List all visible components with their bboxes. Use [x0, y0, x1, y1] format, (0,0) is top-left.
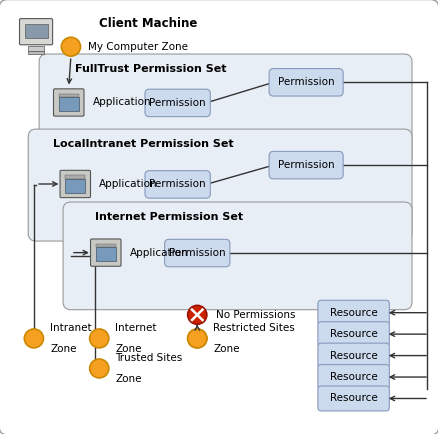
- FancyBboxPatch shape: [317, 386, 389, 411]
- Text: Internet Permission Set: Internet Permission Set: [95, 212, 243, 222]
- FancyBboxPatch shape: [164, 239, 230, 267]
- Text: Permission: Permission: [277, 77, 334, 87]
- Text: Resource: Resource: [329, 329, 377, 339]
- Text: Permission: Permission: [277, 160, 334, 170]
- Text: Trusted Sites: Trusted Sites: [115, 353, 182, 363]
- Text: Application: Application: [92, 98, 151, 108]
- Text: Application: Application: [130, 248, 188, 258]
- FancyBboxPatch shape: [95, 244, 116, 247]
- Text: FullTrust Permission Set: FullTrust Permission Set: [75, 64, 226, 74]
- FancyBboxPatch shape: [145, 89, 210, 117]
- Circle shape: [61, 37, 80, 56]
- Text: Zone: Zone: [50, 344, 76, 354]
- Text: Resource: Resource: [329, 394, 377, 404]
- FancyBboxPatch shape: [65, 179, 85, 193]
- Text: Intranet: Intranet: [50, 323, 92, 333]
- Text: Resource: Resource: [329, 351, 377, 361]
- Text: Client Machine: Client Machine: [99, 16, 197, 30]
- Text: Restricted Sites: Restricted Sites: [213, 323, 294, 333]
- FancyBboxPatch shape: [59, 94, 78, 97]
- FancyBboxPatch shape: [28, 46, 44, 51]
- FancyBboxPatch shape: [60, 171, 90, 197]
- Text: LocalIntranet Permission Set: LocalIntranet Permission Set: [53, 139, 233, 149]
- FancyBboxPatch shape: [65, 175, 85, 179]
- Circle shape: [187, 306, 206, 324]
- Text: No Permissions: No Permissions: [215, 310, 295, 320]
- Text: Permission: Permission: [169, 248, 225, 258]
- Text: Resource: Resource: [329, 372, 377, 382]
- Circle shape: [89, 329, 109, 348]
- Text: Permission: Permission: [149, 98, 205, 108]
- FancyBboxPatch shape: [25, 24, 47, 38]
- FancyBboxPatch shape: [28, 129, 411, 241]
- Text: Internet: Internet: [115, 323, 156, 333]
- FancyBboxPatch shape: [317, 365, 389, 389]
- Text: Zone: Zone: [213, 344, 239, 354]
- Text: Resource: Resource: [329, 308, 377, 318]
- Circle shape: [24, 329, 43, 348]
- FancyBboxPatch shape: [268, 69, 343, 96]
- FancyBboxPatch shape: [268, 151, 343, 179]
- FancyBboxPatch shape: [39, 54, 411, 166]
- Circle shape: [89, 359, 109, 378]
- FancyBboxPatch shape: [95, 247, 116, 261]
- FancyBboxPatch shape: [63, 202, 411, 310]
- Text: Zone: Zone: [115, 344, 141, 354]
- FancyBboxPatch shape: [317, 343, 389, 368]
- Circle shape: [187, 329, 206, 348]
- Text: Zone: Zone: [115, 374, 141, 384]
- FancyBboxPatch shape: [90, 239, 121, 266]
- Text: Permission: Permission: [149, 179, 205, 189]
- FancyBboxPatch shape: [53, 89, 84, 116]
- FancyBboxPatch shape: [19, 19, 53, 45]
- FancyBboxPatch shape: [317, 322, 389, 347]
- FancyBboxPatch shape: [59, 97, 78, 111]
- FancyBboxPatch shape: [145, 171, 210, 198]
- FancyBboxPatch shape: [28, 51, 44, 54]
- Text: My Computer Zone: My Computer Zone: [88, 42, 188, 52]
- Text: Application: Application: [99, 179, 158, 189]
- FancyBboxPatch shape: [317, 300, 389, 325]
- Circle shape: [187, 329, 206, 348]
